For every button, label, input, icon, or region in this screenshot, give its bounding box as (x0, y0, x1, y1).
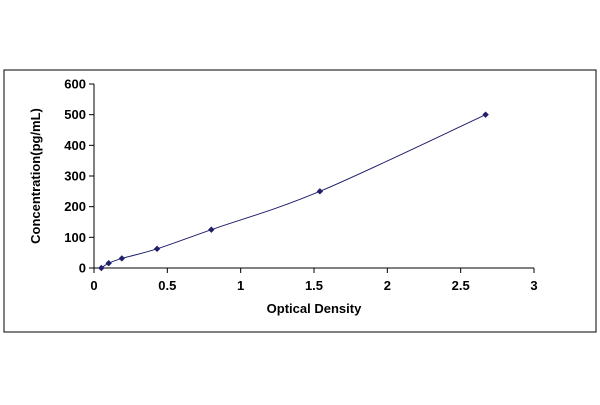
x-axis-title: Optical Density (267, 301, 362, 316)
y-tick-label: 400 (64, 138, 86, 153)
y-tick-label: 200 (64, 199, 86, 214)
chart-frame (3, 69, 597, 333)
x-tick-label: 0 (90, 278, 97, 293)
data-point (118, 255, 126, 262)
x-tick-label: 0.5 (158, 278, 176, 293)
y-axis-title: Concentration(pg/mL) (28, 108, 43, 244)
data-point (105, 260, 112, 267)
data-point (208, 226, 215, 233)
data-point (153, 245, 161, 253)
data-point (316, 188, 324, 195)
x-tick-label: 1 (237, 278, 244, 293)
y-tick-label: 500 (64, 107, 86, 122)
data-point (98, 264, 105, 272)
axes (89, 83, 535, 273)
x-tick-label: 2.5 (452, 278, 470, 293)
y-tick-label: 0 (79, 261, 86, 276)
tick-labels-layer: 0 100 200 300 400 500 600 0 0.5 1 1.5 2 2.5 3 (64, 77, 537, 294)
y-tick-label: 300 (64, 169, 86, 184)
data-points-layer (98, 111, 489, 272)
x-tick-label: 1.5 (305, 278, 323, 293)
y-tick-label: 600 (64, 77, 86, 92)
y-tick-label: 100 (64, 230, 86, 245)
data-point (482, 111, 489, 118)
x-tick-label: 2 (384, 278, 391, 293)
x-tick-label: 3 (530, 278, 537, 293)
